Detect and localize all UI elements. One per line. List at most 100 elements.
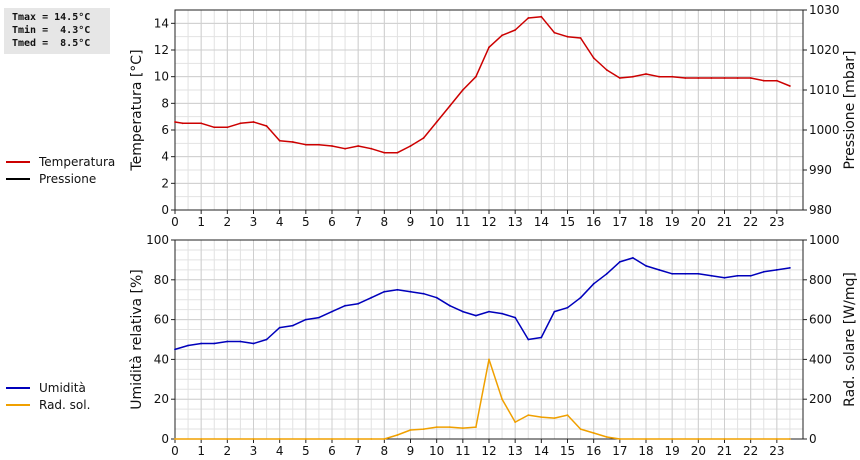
data-point bbox=[540, 15, 543, 18]
data-point bbox=[396, 151, 399, 154]
y-axis-title: Temperatura [°C] bbox=[129, 49, 145, 171]
data-point bbox=[775, 269, 778, 271]
x-tick-label: 13 bbox=[508, 444, 523, 458]
x-tick-label: 10 bbox=[429, 215, 444, 229]
data-point bbox=[789, 85, 791, 87]
data-point bbox=[226, 340, 229, 343]
data-point bbox=[409, 145, 412, 147]
y2-tick-label: 600 bbox=[809, 313, 832, 327]
data-point bbox=[252, 121, 255, 123]
y-tick-label: 6 bbox=[161, 123, 169, 137]
data-point bbox=[200, 438, 203, 440]
stat-tmax: Tmax = 14.5°C bbox=[12, 12, 91, 23]
data-point bbox=[736, 274, 739, 277]
x-tick-label: 16 bbox=[586, 444, 601, 458]
x-tick-label: 15 bbox=[560, 444, 575, 458]
data-point bbox=[671, 272, 674, 275]
data-point bbox=[697, 272, 700, 275]
data-point bbox=[697, 77, 700, 79]
data-point bbox=[448, 426, 451, 428]
data-point bbox=[475, 426, 477, 428]
data-point bbox=[658, 269, 660, 271]
stats-box: Tmax = 14.5°C Tmin = 4.3°C Tmed = 8.5°C bbox=[4, 8, 110, 54]
data-point bbox=[605, 436, 608, 438]
data-point bbox=[383, 438, 386, 440]
data-point bbox=[461, 89, 464, 91]
data-point bbox=[618, 77, 621, 79]
data-point bbox=[409, 290, 412, 293]
data-point bbox=[318, 316, 320, 319]
x-tick-label: 0 bbox=[171, 215, 179, 229]
temperature-pressure-chart: 0 1 2 3 4 5 6 7 8 9 10 11 12 13 14 15 16 17 18 19 20 21 22 2302… bbox=[6, 3, 858, 229]
data-point bbox=[344, 304, 346, 307]
data-point bbox=[579, 428, 582, 430]
data-point bbox=[632, 257, 634, 259]
y2-tick-label: 0 bbox=[809, 432, 817, 446]
x-tick-label: 17 bbox=[612, 215, 627, 229]
data-point bbox=[304, 318, 307, 321]
stat-tmed: Tmed = 8.5°C bbox=[12, 38, 91, 49]
data-point bbox=[527, 17, 530, 19]
data-point bbox=[749, 438, 752, 440]
legend-label: Rad. sol. bbox=[39, 398, 90, 412]
data-point bbox=[278, 438, 281, 440]
y2-tick-label: 1000 bbox=[809, 123, 840, 137]
x-tick-label: 3 bbox=[250, 444, 258, 458]
series-line bbox=[174, 257, 791, 351]
y2-tick-label: 200 bbox=[809, 392, 832, 406]
data-point bbox=[304, 143, 307, 146]
x-tick-label: 10 bbox=[429, 444, 444, 458]
x-tick-label: 20 bbox=[691, 215, 706, 229]
data-point bbox=[618, 438, 621, 440]
y2-tick-label: 1010 bbox=[809, 83, 840, 97]
data-point bbox=[265, 125, 268, 127]
y-tick-label: 12 bbox=[154, 43, 169, 57]
data-point bbox=[422, 428, 425, 430]
legend-label: Temperatura bbox=[38, 155, 115, 169]
y2-tick-label: 1000 bbox=[809, 233, 840, 247]
data-point bbox=[527, 338, 530, 341]
y2-tick-label: 1020 bbox=[809, 43, 840, 57]
x-tick-label: 9 bbox=[407, 215, 415, 229]
x-tick-label: 19 bbox=[665, 444, 680, 458]
data-point bbox=[239, 340, 242, 343]
data-point bbox=[226, 438, 229, 440]
data-point bbox=[278, 326, 281, 329]
data-point bbox=[762, 270, 765, 273]
series-line bbox=[174, 15, 791, 154]
data-point bbox=[723, 438, 726, 440]
data-point bbox=[383, 151, 386, 154]
data-point bbox=[475, 314, 477, 317]
data-point bbox=[566, 414, 569, 416]
data-point bbox=[579, 296, 582, 299]
data-point bbox=[540, 416, 543, 418]
x-tick-label: 23 bbox=[769, 215, 784, 229]
y2-axis-title: Pressione [mbar] bbox=[842, 50, 858, 169]
data-point bbox=[658, 75, 660, 78]
humidity-radiation-chart: 0 1 2 3 4 5 6 7 8 9 10 11 12 13 14 15 16 17 18 19 20 21 22 2302… bbox=[6, 233, 858, 458]
x-tick-label: 4 bbox=[276, 444, 284, 458]
data-point bbox=[181, 122, 184, 125]
data-point bbox=[213, 342, 216, 345]
data-point bbox=[553, 417, 556, 419]
data-point bbox=[461, 310, 464, 313]
data-point bbox=[645, 438, 647, 440]
y-tick-label: 100 bbox=[146, 233, 169, 247]
x-tick-label: 11 bbox=[455, 215, 470, 229]
data-point bbox=[278, 139, 281, 142]
data-point bbox=[605, 272, 608, 275]
data-point bbox=[566, 35, 569, 38]
x-tick-label: 13 bbox=[508, 215, 523, 229]
data-point bbox=[344, 147, 346, 150]
data-point bbox=[239, 122, 242, 125]
data-point bbox=[514, 421, 517, 423]
data-point bbox=[435, 121, 438, 123]
data-point bbox=[318, 143, 320, 146]
y-tick-label: 10 bbox=[154, 70, 169, 84]
y-tick-label: 2 bbox=[161, 176, 169, 190]
x-tick-label: 22 bbox=[743, 215, 758, 229]
y-tick-label: 8 bbox=[161, 96, 169, 110]
x-tick-label: 18 bbox=[638, 444, 653, 458]
data-point bbox=[618, 261, 621, 263]
x-tick-label: 8 bbox=[381, 444, 389, 458]
